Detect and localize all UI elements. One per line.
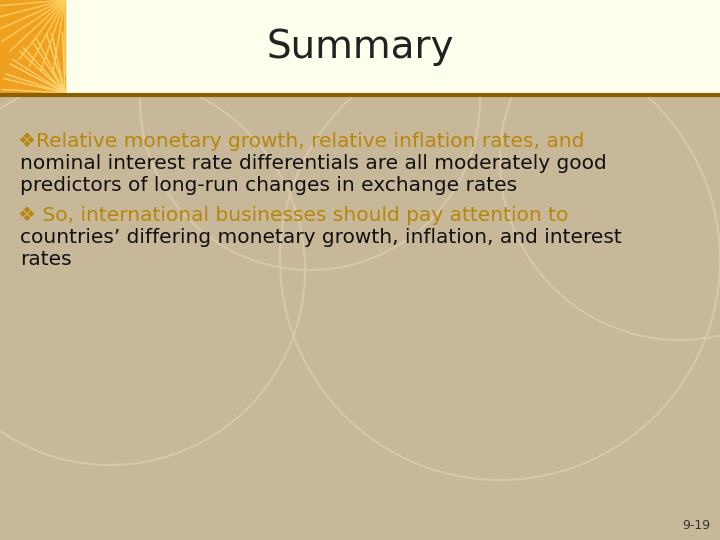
Bar: [0, 0, 720, 95]
Text: ❖Relative monetary growth, relative inflation rates, and: ❖Relative monetary growth, relative infl…: [18, 132, 585, 151]
Text: rates: rates: [20, 250, 71, 269]
Text: 9-19: 9-19: [682, 519, 710, 532]
Text: Summary: Summary: [266, 29, 454, 66]
Text: nominal interest rate differentials are all moderately good: nominal interest rate differentials are …: [20, 154, 607, 173]
Text: predictors of long-run changes in exchange rates: predictors of long-run changes in exchan…: [20, 176, 517, 195]
Text: countries’ differing monetary growth, inflation, and interest: countries’ differing monetary growth, in…: [20, 228, 622, 247]
Bar: [0, 0, 65, 95]
Text: ❖ So, international businesses should pay attention to: ❖ So, international businesses should pa…: [18, 206, 568, 225]
